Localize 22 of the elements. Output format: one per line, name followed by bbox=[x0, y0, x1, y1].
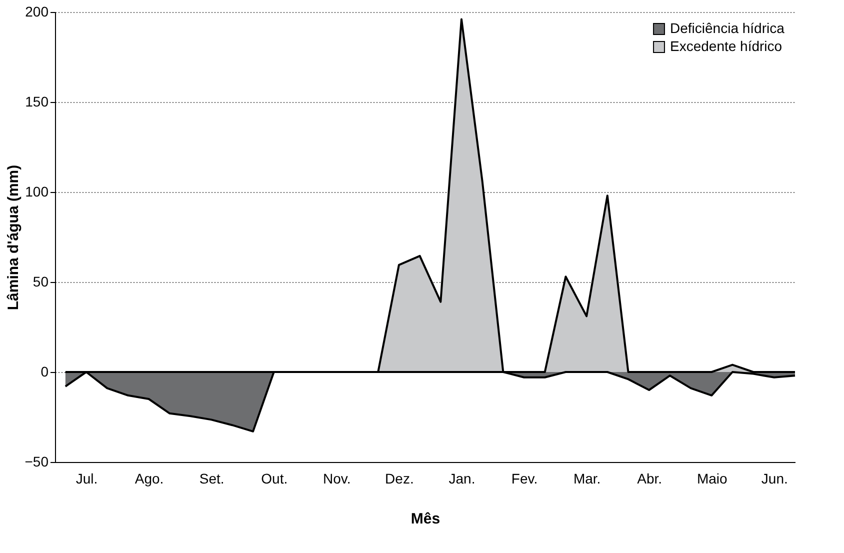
y-tick-label: 0 bbox=[40, 364, 49, 380]
x-tick-label: Abr. bbox=[637, 470, 662, 486]
legend-label: Excedente hídrico bbox=[670, 38, 782, 54]
y-tick-label: 200 bbox=[25, 4, 49, 20]
x-tick-label: Nov. bbox=[323, 470, 351, 486]
y-axis-title: Lâmina d'água (mm) bbox=[4, 164, 22, 310]
x-tick-label: Jan. bbox=[448, 470, 476, 486]
x-tick-label: Jun. bbox=[761, 470, 788, 486]
x-tick-label: Out. bbox=[261, 470, 288, 486]
x-tick-label: Jul. bbox=[76, 470, 98, 486]
x-tick-label: Ago. bbox=[134, 470, 164, 486]
y-tick-label: 50 bbox=[32, 274, 49, 290]
legend-label: Deficiência hídrica bbox=[670, 20, 785, 36]
x-tick-label: Set. bbox=[199, 470, 224, 486]
x-tick-label: Maio bbox=[696, 470, 728, 486]
x-tick-label: Fev. bbox=[511, 470, 538, 486]
x-tick-label: Dez. bbox=[385, 470, 414, 486]
y-tick-label: 150 bbox=[25, 94, 49, 110]
y-tick-label: −50 bbox=[24, 454, 49, 470]
x-axis-title: Mês bbox=[410, 510, 440, 528]
x-tick-label: Mar. bbox=[573, 470, 601, 486]
y-tick-label: 100 bbox=[25, 184, 49, 200]
